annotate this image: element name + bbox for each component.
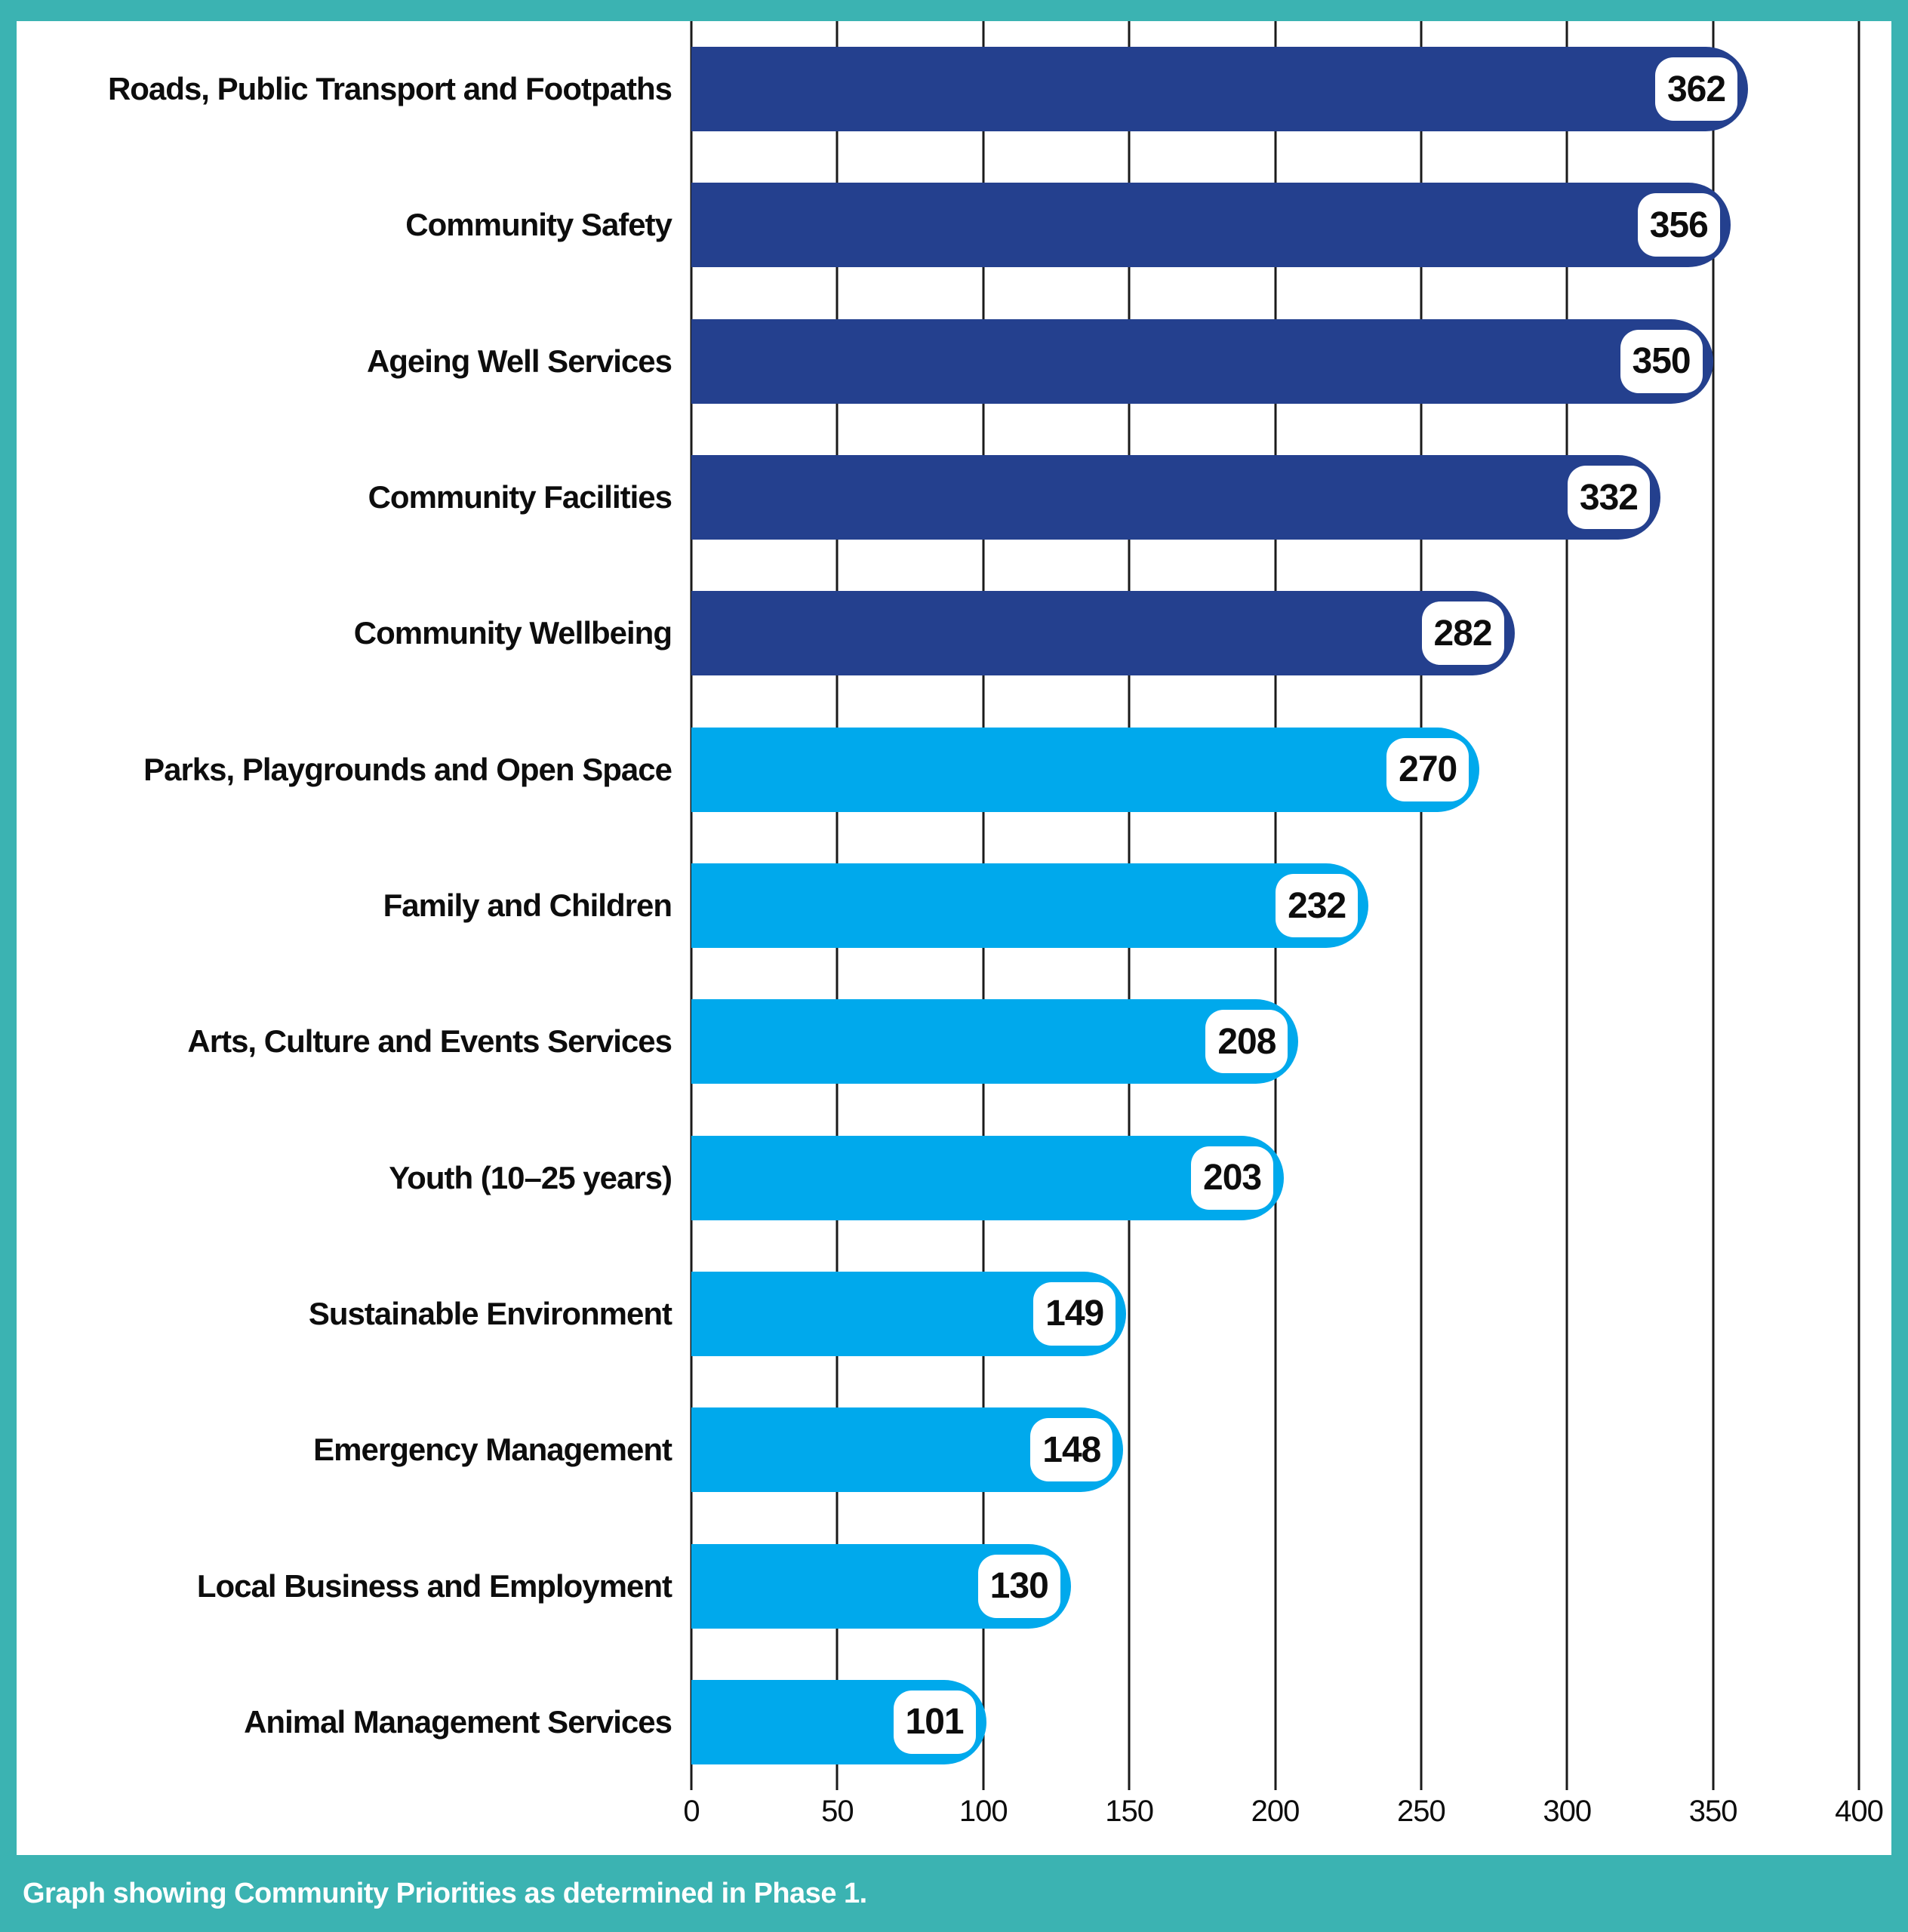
bar-value-badge: 203 bbox=[1191, 1146, 1274, 1210]
gridline bbox=[1565, 21, 1568, 1790]
bar: 282 bbox=[691, 591, 1515, 676]
bar-row: 362 bbox=[691, 21, 1859, 157]
bar: 270 bbox=[691, 727, 1480, 812]
bar: 148 bbox=[691, 1407, 1124, 1493]
axis-tick-label: 200 bbox=[1251, 1795, 1300, 1828]
bar-row: 232 bbox=[691, 838, 1859, 974]
bar: 350 bbox=[691, 318, 1713, 404]
bar-row: 282 bbox=[691, 565, 1859, 701]
bar: 208 bbox=[691, 999, 1299, 1084]
plot-rows: 362 356 350 332 282 270 232 208 203 149 148 130 101 bbox=[691, 21, 1859, 1790]
bar-value-badge: 356 bbox=[1637, 193, 1720, 257]
bar-value-badge: 130 bbox=[977, 1554, 1060, 1618]
bar: 362 bbox=[691, 47, 1749, 132]
category-label: Community Safety bbox=[405, 207, 672, 243]
category-label: Youth (10–25 years) bbox=[389, 1159, 672, 1195]
bar: 101 bbox=[691, 1679, 986, 1764]
bar-value-badge: 362 bbox=[1654, 57, 1738, 122]
category-label: Animal Management Services bbox=[244, 1703, 672, 1740]
bar-value-badge: 208 bbox=[1205, 1010, 1288, 1074]
bar-row: 148 bbox=[691, 1382, 1859, 1518]
gridline bbox=[1712, 21, 1715, 1790]
bar-value-badge: 232 bbox=[1276, 874, 1359, 938]
bar: 332 bbox=[691, 455, 1660, 540]
category-label: Emergency Management bbox=[313, 1432, 672, 1468]
bar-value-badge: 148 bbox=[1030, 1418, 1113, 1482]
bar-value-badge: 149 bbox=[1033, 1281, 1116, 1346]
category-labels: Roads, Public Transport and Footpaths Com… bbox=[17, 21, 691, 1790]
axis-tick-label: 0 bbox=[683, 1795, 700, 1828]
category-label: Roads, Public Transport and Footpaths bbox=[107, 71, 672, 107]
bar-row: 350 bbox=[691, 294, 1859, 429]
chart-body: Roads, Public Transport and Footpaths Com… bbox=[17, 21, 1891, 1790]
gridline bbox=[1857, 21, 1860, 1790]
bar-row: 149 bbox=[691, 1246, 1859, 1382]
bar-value-badge: 282 bbox=[1421, 601, 1504, 666]
category-label: Sustainable Environment bbox=[308, 1295, 672, 1331]
bar: 232 bbox=[691, 863, 1369, 949]
category-label: Parks, Playgrounds and Open Space bbox=[143, 751, 672, 787]
chart-area: Roads, Public Transport and Footpaths Com… bbox=[17, 21, 1891, 1855]
axis-tick-label: 300 bbox=[1543, 1795, 1592, 1828]
axis-tick-label: 50 bbox=[821, 1795, 854, 1828]
category-label: Family and Children bbox=[383, 888, 672, 924]
axis-tick-label: 100 bbox=[959, 1795, 1008, 1828]
axis-tick-label: 250 bbox=[1397, 1795, 1446, 1828]
category-label: Arts, Culture and Events Services bbox=[187, 1023, 672, 1060]
caption: Graph showing Community Priorities as de… bbox=[23, 1877, 867, 1909]
axis-tick-label: 350 bbox=[1688, 1795, 1738, 1828]
bar-value-badge: 350 bbox=[1620, 329, 1703, 393]
category-label: Community Facilities bbox=[368, 479, 672, 515]
bar-value-badge: 101 bbox=[893, 1690, 976, 1754]
category-label: Local Business and Employment bbox=[196, 1567, 672, 1604]
axis-tick-label: 400 bbox=[1835, 1795, 1884, 1828]
bar-row: 203 bbox=[691, 1110, 1859, 1246]
bar: 356 bbox=[691, 183, 1731, 268]
bar-row: 332 bbox=[691, 429, 1859, 565]
axis-tick-label: 150 bbox=[1105, 1795, 1154, 1828]
bar: 203 bbox=[691, 1135, 1285, 1220]
plot-area: 362 356 350 332 282 270 232 208 203 149 148 130 101 bbox=[690, 21, 1860, 1790]
category-label: Community Wellbeing bbox=[353, 615, 672, 651]
bar-row: 270 bbox=[691, 702, 1859, 838]
category-label: Ageing Well Services bbox=[366, 343, 672, 379]
bar-row: 101 bbox=[691, 1654, 1859, 1790]
bar-value-badge: 332 bbox=[1567, 466, 1650, 530]
gridline bbox=[1420, 21, 1423, 1790]
bar-value-badge: 270 bbox=[1386, 737, 1469, 801]
bar-row: 130 bbox=[691, 1518, 1859, 1654]
x-axis: 0 50 100 150 200 250 300 350 400 bbox=[683, 1795, 1883, 1838]
bar-row: 208 bbox=[691, 974, 1859, 1109]
bar: 149 bbox=[691, 1271, 1127, 1356]
bar-row: 356 bbox=[691, 157, 1859, 293]
bar: 130 bbox=[691, 1543, 1071, 1629]
